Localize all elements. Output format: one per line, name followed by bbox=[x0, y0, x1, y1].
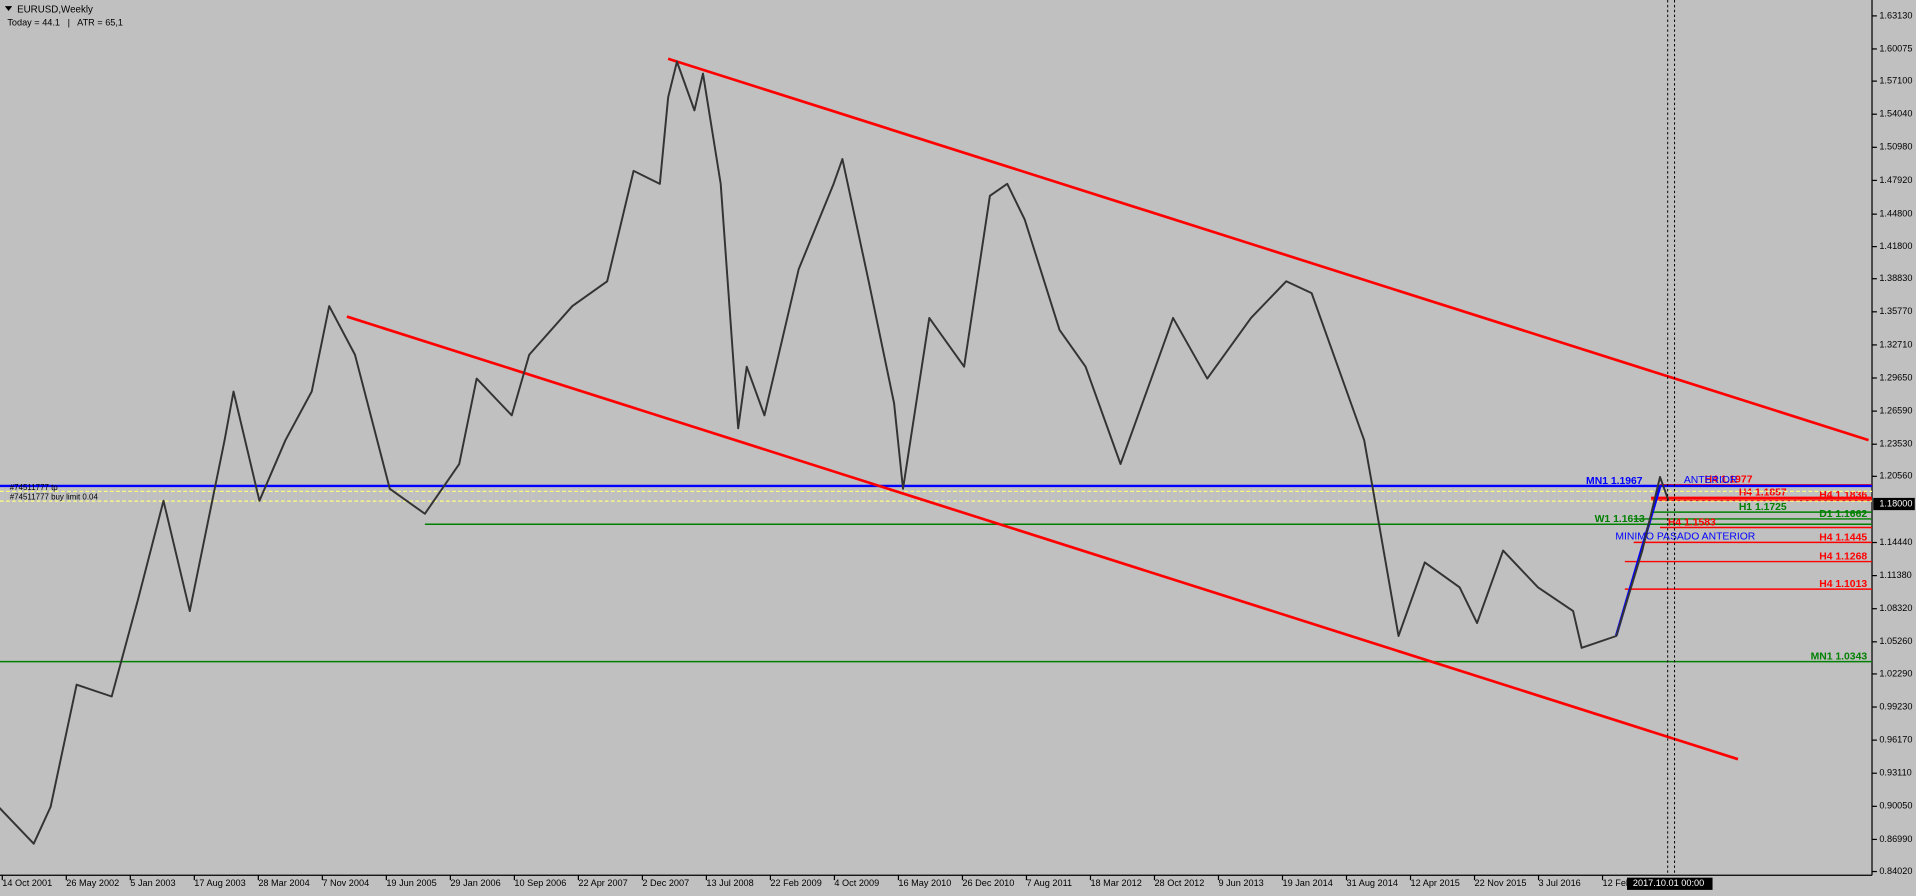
y-tick-label: 1.50980 bbox=[1879, 142, 1912, 152]
y-tick-label: 1.05260 bbox=[1879, 636, 1912, 646]
y-tick-label: 1.60075 bbox=[1879, 43, 1912, 53]
current-time-label: 2017.10.01 00:00 bbox=[1633, 878, 1704, 888]
indicator-text: Today = 44.1 | ATR = 65,1 bbox=[7, 18, 123, 28]
y-tick-label: 1.35770 bbox=[1879, 306, 1912, 316]
x-tick-label: 22 Apr 2007 bbox=[578, 878, 627, 888]
x-tick-label: 26 Dec 2010 bbox=[962, 878, 1014, 888]
level-label: H4 1.1268 bbox=[1819, 551, 1867, 562]
level-label: MN1 1.0343 bbox=[1811, 651, 1868, 662]
y-tick-label: 0.86990 bbox=[1879, 834, 1912, 844]
x-tick-label: 13 Jul 2008 bbox=[706, 878, 753, 888]
x-tick-label: 10 Sep 2006 bbox=[514, 878, 566, 888]
y-tick-label: 1.63130 bbox=[1879, 10, 1912, 20]
level-label: H4 1.1977 bbox=[1705, 475, 1753, 486]
current-time-box bbox=[1627, 877, 1713, 890]
y-tick-label: 0.84020 bbox=[1879, 866, 1912, 876]
price-line bbox=[0, 60, 1670, 845]
order-label: #74511777 tp bbox=[10, 483, 59, 492]
trend-line bbox=[346, 315, 1739, 761]
level-label: D1 1.1662 bbox=[1819, 509, 1867, 520]
y-tick-label: 0.96170 bbox=[1879, 735, 1912, 745]
level-label: W1 1.1613 bbox=[1595, 514, 1645, 525]
annotation: MINIMO PASADO ANTERIOR bbox=[1615, 531, 1755, 542]
x-tick-label: 17 Aug 2003 bbox=[194, 878, 245, 888]
y-tick-label: 1.14440 bbox=[1879, 537, 1912, 547]
y-tick-label: 1.11380 bbox=[1879, 570, 1911, 580]
trend-line bbox=[667, 57, 1869, 442]
x-tick-label: 22 Nov 2015 bbox=[1475, 878, 1527, 888]
level-label: H4 1.1445 bbox=[1819, 532, 1867, 543]
x-tick-label: 12 Feb bbox=[1603, 878, 1632, 888]
y-tick-label: 1.41800 bbox=[1879, 241, 1912, 251]
x-tick-label: 22 Feb 2009 bbox=[770, 878, 821, 888]
x-tick-label: 31 Aug 2014 bbox=[1346, 878, 1397, 888]
x-tick-label: 28 Oct 2012 bbox=[1154, 878, 1204, 888]
collapse-icon[interactable] bbox=[4, 6, 13, 12]
y-tick-label: 1.54040 bbox=[1879, 109, 1912, 119]
y-tick-label: 1.57100 bbox=[1879, 76, 1912, 86]
level-label: H1 1.1725 bbox=[1739, 502, 1787, 513]
x-tick-label: 3 Jul 2016 bbox=[1539, 878, 1581, 888]
x-tick-label: 7 Aug 2011 bbox=[1026, 878, 1072, 888]
x-tick-label: 2 Dec 2007 bbox=[642, 878, 689, 888]
level-label: MN1 1.1967 bbox=[1586, 476, 1643, 487]
y-tick-label: 1.23530 bbox=[1879, 439, 1912, 449]
x-tick-label: 18 Mar 2012 bbox=[1090, 878, 1141, 888]
level-label: H4 1.1013 bbox=[1819, 579, 1867, 590]
x-tick-label: 4 Oct 2009 bbox=[834, 878, 879, 888]
x-tick-label: 14 Oct 2001 bbox=[2, 878, 52, 888]
y-tick-label: 1.08320 bbox=[1879, 603, 1912, 613]
x-tick-label: 26 May 2002 bbox=[66, 878, 119, 888]
x-tick-label: 16 May 2010 bbox=[898, 878, 951, 888]
x-tick-label: 9 Jun 2013 bbox=[1218, 878, 1263, 888]
y-tick-label: 1.38830 bbox=[1879, 273, 1912, 283]
annotation: ANTERIOR bbox=[1684, 475, 1738, 486]
y-tick-label: 1.29650 bbox=[1879, 372, 1912, 382]
current-price-label: 1.18000 bbox=[1879, 498, 1912, 508]
current-price-box bbox=[1873, 497, 1915, 511]
x-tick-label: 19 Jan 2014 bbox=[1282, 878, 1332, 888]
y-tick-label: 1.02290 bbox=[1879, 668, 1912, 678]
y-tick-label: 0.93110 bbox=[1879, 768, 1911, 778]
y-tick-label: 0.90050 bbox=[1879, 801, 1912, 811]
level-label: H4 1.1836 bbox=[1819, 490, 1867, 501]
level-label: H4 1.1583 bbox=[1668, 517, 1716, 528]
x-tick-label: 29 Jan 2006 bbox=[450, 878, 500, 888]
order-label: #74511777 buy limit 0.04 bbox=[10, 493, 99, 502]
y-tick-label: 1.26590 bbox=[1879, 406, 1912, 416]
x-tick-label: 12 Apr 2015 bbox=[1411, 878, 1460, 888]
y-tick-label: 1.20560 bbox=[1879, 471, 1912, 481]
x-tick-label: 7 Nov 2004 bbox=[322, 878, 369, 888]
x-tick-label: 19 Jun 2005 bbox=[386, 878, 436, 888]
x-tick-label: 5 Jan 2003 bbox=[130, 878, 175, 888]
y-tick-label: 0.99230 bbox=[1879, 701, 1912, 711]
y-tick-label: 1.32710 bbox=[1879, 339, 1912, 349]
y-tick-label: 1.47920 bbox=[1879, 175, 1912, 185]
y-tick-label: 1.44800 bbox=[1879, 209, 1912, 219]
symbol-title: EURUSD,Weekly bbox=[17, 4, 93, 15]
x-tick-label: 28 Mar 2004 bbox=[258, 878, 309, 888]
level-label: H4 1.1857 bbox=[1739, 488, 1787, 499]
